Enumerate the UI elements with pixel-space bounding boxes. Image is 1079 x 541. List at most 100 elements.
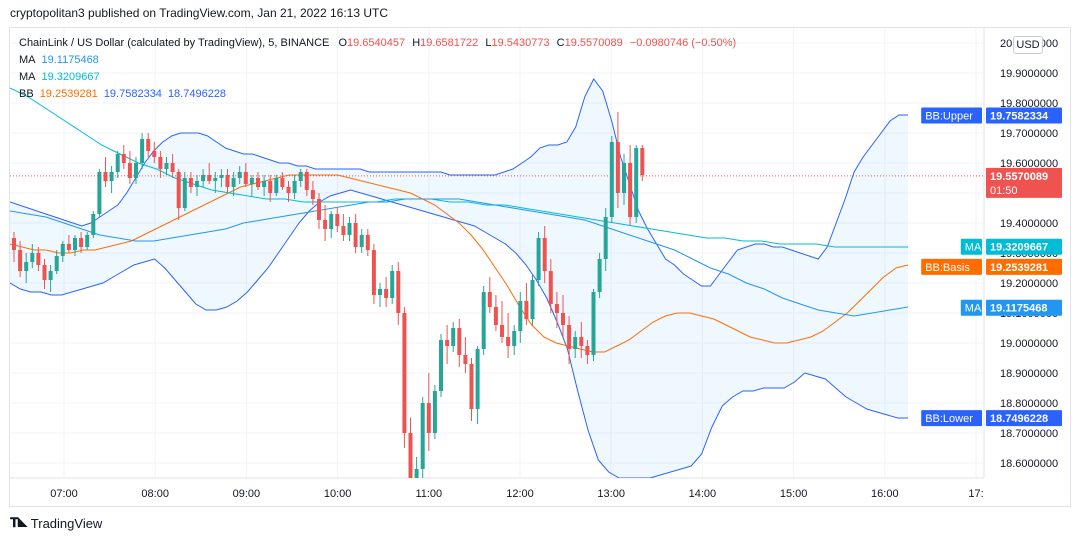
candle-body — [60, 244, 65, 256]
candle-body — [463, 355, 468, 364]
candle — [182, 172, 187, 211]
candle-body — [615, 142, 620, 193]
axis-label-bg — [986, 410, 1062, 427]
candle — [30, 244, 35, 268]
candle-body — [127, 163, 132, 178]
candle — [73, 235, 77, 256]
candle — [310, 181, 315, 205]
candle — [103, 157, 108, 187]
candle-body — [256, 178, 260, 187]
candle — [146, 133, 151, 157]
bb-lower-value: 18.7496228 — [167, 88, 227, 100]
chart-legend: ChainLink / US Dollar (calculated by Tra… — [19, 35, 736, 103]
candle-body — [317, 199, 321, 220]
y-tick-label: 19.4000000 — [1000, 218, 1058, 230]
last-price-label: 19.5570089 01:50 — [986, 167, 1062, 198]
candle-body — [36, 253, 41, 265]
candle-body — [353, 223, 358, 247]
axis-tag-name: BB:Upper — [925, 111, 973, 123]
candle-body — [554, 304, 559, 313]
candle-body — [335, 214, 340, 226]
candle — [115, 151, 120, 178]
candle — [207, 163, 212, 184]
candle — [347, 217, 352, 241]
y-tick-label: 19.8000000 — [1000, 98, 1058, 110]
candle-body — [487, 292, 492, 307]
candle — [353, 214, 358, 253]
ma-fast-line — [10, 198, 909, 317]
candle — [286, 181, 291, 202]
axis-tag-name: MA — [965, 242, 982, 254]
candle — [536, 232, 541, 286]
currency-button[interactable]: USD — [1013, 36, 1043, 54]
axis-label-value: 19.1175468 — [990, 303, 1048, 315]
candle-body — [97, 172, 102, 214]
candle-body — [530, 280, 535, 319]
axis-label-value: 18.7496228 — [990, 413, 1048, 425]
candle-body — [573, 337, 578, 349]
candle-body — [469, 364, 474, 409]
legend-symbol-row: ChainLink / US Dollar (calculated by Tra… — [19, 35, 736, 52]
candle — [176, 169, 181, 220]
candle — [628, 145, 633, 226]
low-value: 19.5430773 — [491, 37, 550, 49]
candle-body — [298, 172, 303, 181]
axis-label-bblower: 18.7496228 BB:Lower — [921, 410, 1062, 427]
candle — [42, 259, 47, 289]
candle — [164, 157, 169, 175]
legend-ma1-row: MA 19.1175468 — [19, 52, 736, 69]
candle — [439, 334, 443, 397]
candle-body — [213, 178, 218, 181]
axis-label-bg — [986, 238, 1062, 255]
candle — [317, 193, 321, 229]
axis-label-ma: 19.1175468 MA — [960, 299, 1062, 316]
candle-body — [170, 163, 175, 172]
candle-body — [457, 328, 462, 355]
y-tick-label: 19.9000000 — [1000, 68, 1058, 80]
x-tick-label: 17: — [968, 488, 983, 500]
candle — [225, 169, 230, 193]
candle-body — [79, 238, 84, 247]
candle-body — [579, 337, 584, 346]
candle-body — [42, 265, 47, 280]
x-tick-label: 14:00 — [689, 488, 717, 500]
candle — [384, 277, 389, 307]
bb-upper-line — [10, 78, 908, 287]
candle — [54, 250, 59, 274]
footer-brand[interactable]: 𝐓◣ TradingView — [10, 515, 102, 531]
candle — [12, 232, 16, 262]
candle — [341, 214, 346, 241]
candle-body — [109, 172, 114, 181]
candle-body — [396, 271, 401, 313]
candle — [256, 172, 260, 190]
axis-label-value: 19.7582334 — [990, 111, 1049, 123]
axis-tag-name: BB:Basis — [925, 262, 970, 274]
candle-body — [304, 172, 309, 190]
candle-body — [115, 154, 120, 172]
candle-body — [402, 313, 407, 433]
candle-body — [390, 271, 395, 298]
candle — [432, 385, 437, 439]
candle — [542, 226, 547, 283]
candle — [615, 112, 620, 208]
candle — [24, 253, 29, 283]
candle-body — [121, 154, 126, 163]
candle — [475, 346, 480, 424]
candle — [60, 241, 65, 262]
candle-body — [506, 337, 511, 346]
candle-body — [384, 289, 389, 298]
candle — [603, 208, 608, 271]
candle-body — [603, 217, 608, 259]
candle — [48, 265, 53, 292]
candle-body — [408, 433, 413, 478]
candle-body — [54, 256, 59, 271]
candle-body — [512, 331, 517, 346]
ma2-value: 19.3209667 — [41, 71, 100, 83]
candle — [262, 175, 267, 196]
candle-body — [365, 235, 370, 250]
x-tick-label: 11:00 — [415, 488, 442, 500]
brand-name: TradingView — [30, 515, 103, 531]
axis-tag-bg — [960, 238, 982, 255]
candle-body — [359, 235, 364, 247]
